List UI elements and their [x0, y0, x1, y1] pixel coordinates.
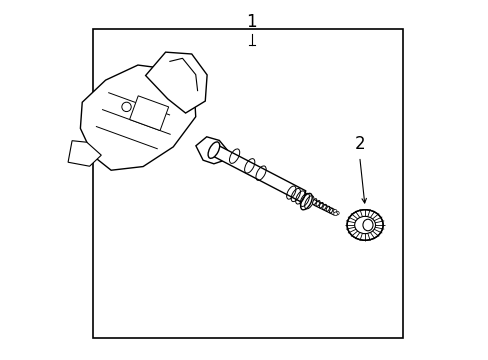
Circle shape	[333, 212, 337, 216]
Ellipse shape	[354, 216, 375, 234]
Circle shape	[335, 211, 339, 215]
Ellipse shape	[346, 210, 382, 240]
Text: 1: 1	[246, 13, 257, 31]
Circle shape	[122, 102, 131, 112]
Ellipse shape	[315, 201, 319, 206]
Ellipse shape	[329, 208, 332, 213]
Text: 2: 2	[354, 135, 364, 153]
Ellipse shape	[325, 206, 329, 211]
Polygon shape	[145, 52, 207, 113]
Polygon shape	[213, 144, 305, 203]
Ellipse shape	[362, 219, 372, 231]
Circle shape	[333, 210, 336, 213]
Polygon shape	[129, 96, 168, 131]
Ellipse shape	[300, 193, 311, 210]
Ellipse shape	[319, 202, 323, 208]
Bar	[93, 29, 402, 338]
Polygon shape	[68, 141, 101, 166]
Polygon shape	[196, 137, 228, 164]
Ellipse shape	[208, 142, 219, 158]
Polygon shape	[80, 65, 195, 170]
Ellipse shape	[322, 204, 326, 210]
Ellipse shape	[312, 199, 316, 204]
